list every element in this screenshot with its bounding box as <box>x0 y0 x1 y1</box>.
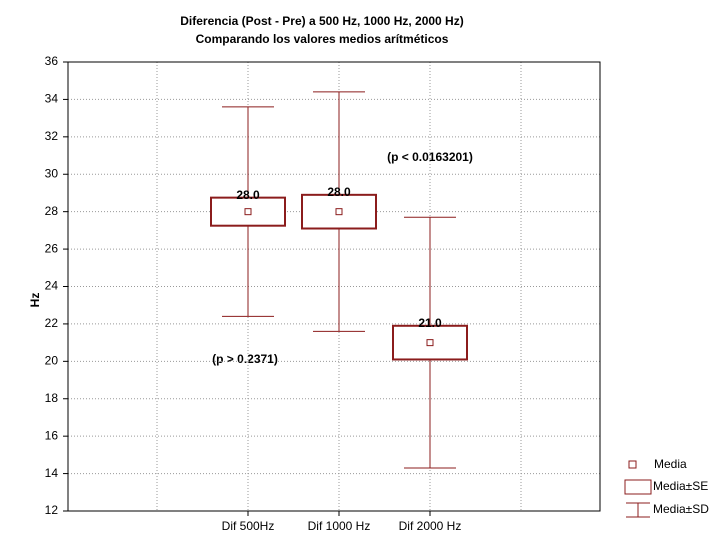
y-tick-label: 36 <box>45 54 59 68</box>
legend-label: Media±SE <box>653 479 708 493</box>
annotation: (p < 0.0163201) <box>387 150 473 164</box>
x-tick-label: Dif 2000 Hz <box>399 519 462 533</box>
x-tick-label: Dif 500Hz <box>222 519 275 533</box>
legend-box <box>624 479 652 495</box>
y-tick-label: 26 <box>45 241 59 255</box>
plot-frame <box>67 61 601 512</box>
y-tick-label: 20 <box>45 354 59 368</box>
y-tick-label: 28 <box>45 204 59 218</box>
mean-marker <box>244 208 252 216</box>
y-tick-label: 14 <box>45 466 59 480</box>
chart-subtitle: Comparando los valores medios arítmético… <box>196 32 449 46</box>
y-tick-label: 22 <box>45 316 59 330</box>
value-label: 21.0 <box>418 316 442 330</box>
value-label: 28.0 <box>236 188 260 202</box>
legend-label: Media±SD <box>653 502 709 516</box>
chart-title: Diferencia (Post - Pre) a 500 Hz, 1000 H… <box>180 14 463 28</box>
legend-marker <box>628 460 637 469</box>
x-tick-label: Dif 1000 Hz <box>308 519 371 533</box>
value-label: 28.0 <box>327 185 351 199</box>
legend-label: Media <box>654 457 687 471</box>
y-tick-label: 30 <box>45 166 59 180</box>
y-tick-label: 16 <box>45 428 59 442</box>
y-tick-label: 12 <box>45 503 59 517</box>
y-tick-label: 32 <box>45 129 59 143</box>
mean-marker <box>335 208 343 216</box>
mean-marker <box>426 339 434 347</box>
y-tick-label: 18 <box>45 391 59 405</box>
annotation: (p > 0.2371) <box>212 352 278 366</box>
y-axis-label: Hz <box>28 293 42 308</box>
y-tick-label: 24 <box>45 279 59 293</box>
y-tick-label: 34 <box>45 92 59 106</box>
